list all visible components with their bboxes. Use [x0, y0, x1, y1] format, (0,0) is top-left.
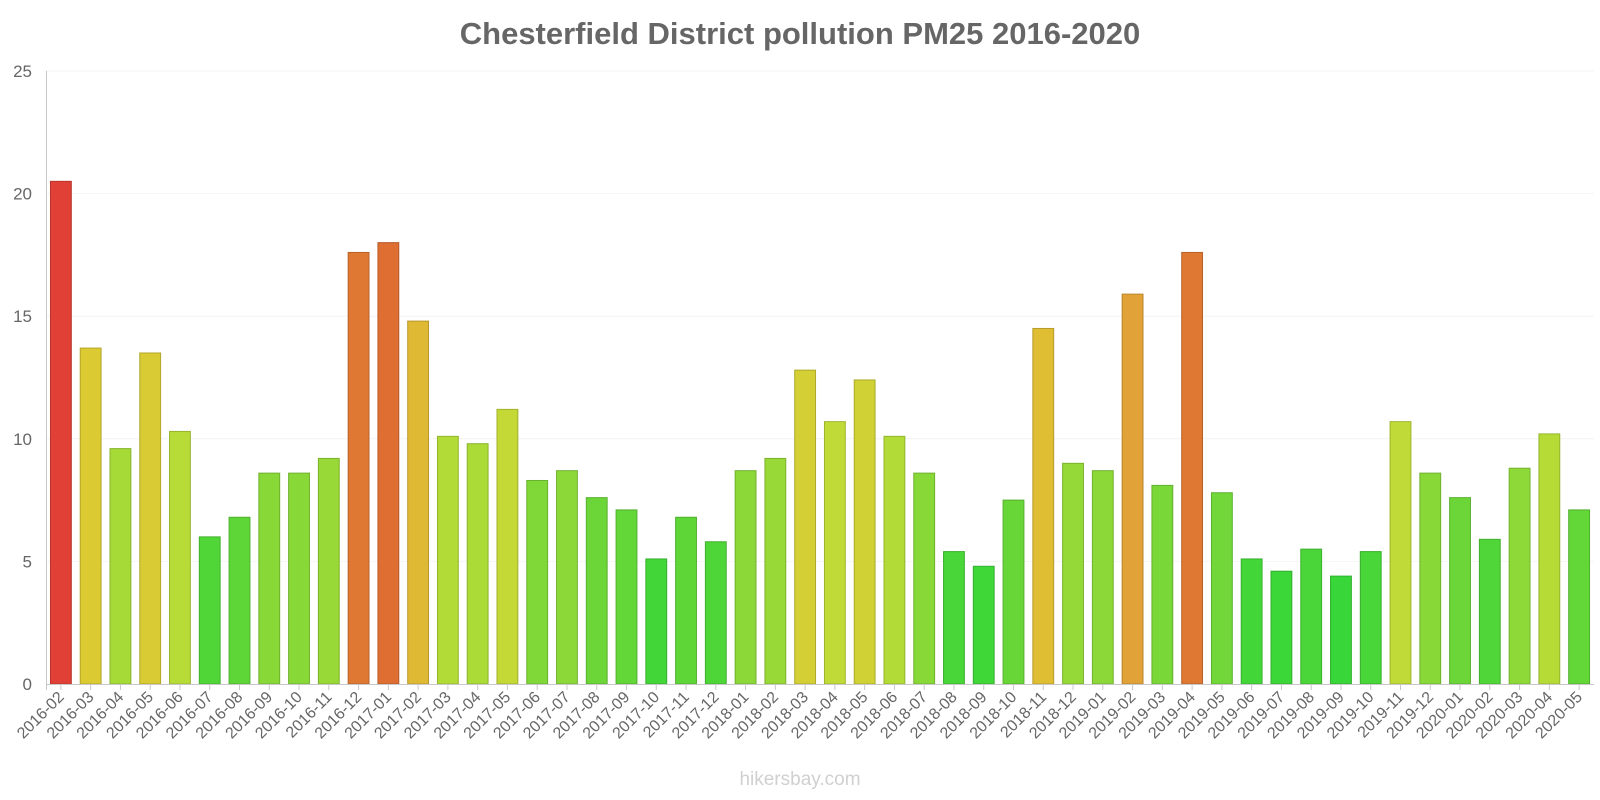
- bar-2016-06[interactable]: [169, 430, 191, 685]
- bar-2020-04[interactable]: [1538, 433, 1561, 685]
- bar-2018-09[interactable]: [972, 565, 995, 685]
- chart-title: Chesterfield District pollution PM25 201…: [459, 16, 1141, 51]
- bar-2019-11[interactable]: [1389, 421, 1412, 685]
- bar-2019-10[interactable]: [1359, 551, 1382, 685]
- bar-2019-02[interactable]: [1121, 293, 1144, 685]
- y-tick-label: 25: [13, 62, 32, 81]
- bar-2017-02[interactable]: [407, 320, 430, 685]
- bar-2019-08[interactable]: [1300, 548, 1323, 685]
- bar-2016-03[interactable]: [79, 347, 102, 685]
- y-tick-label: 0: [23, 675, 32, 694]
- bar-2017-04[interactable]: [466, 443, 489, 685]
- bar-2016-05[interactable]: [139, 352, 162, 685]
- bar-2017-06[interactable]: [526, 479, 549, 685]
- bar-2019-03[interactable]: [1151, 484, 1174, 685]
- bar-2017-08[interactable]: [585, 497, 608, 685]
- bar-2020-01[interactable]: [1449, 497, 1471, 685]
- bar-2017-03[interactable]: [436, 435, 459, 685]
- bar-2017-12[interactable]: [704, 541, 727, 685]
- bar-2020-03[interactable]: [1508, 467, 1531, 685]
- bar-2018-06[interactable]: [883, 435, 906, 685]
- bar-2019-09[interactable]: [1330, 575, 1352, 685]
- bar-2019-05[interactable]: [1210, 492, 1233, 685]
- bar-2020-02[interactable]: [1478, 538, 1501, 685]
- bar-2017-07[interactable]: [556, 470, 578, 685]
- bar-2018-07[interactable]: [913, 472, 936, 685]
- bar-2018-12[interactable]: [1062, 462, 1084, 685]
- bars: [49, 180, 1591, 685]
- bar-2018-10[interactable]: [1002, 499, 1025, 685]
- bar-2016-12[interactable]: [347, 251, 370, 685]
- bar-2018-01[interactable]: [734, 470, 757, 685]
- bar-2016-11[interactable]: [317, 457, 340, 685]
- bar-2016-08[interactable]: [228, 516, 251, 685]
- y-tick-label: 15: [13, 307, 32, 326]
- bar-2020-05[interactable]: [1568, 509, 1591, 685]
- bar-2019-01[interactable]: [1091, 470, 1114, 685]
- bar-2016-10[interactable]: [288, 472, 310, 685]
- y-tick-labels: 0 5 10 15 20 25: [13, 62, 32, 694]
- x-tick-labels: 2016-022016-032016-042016-052016-062016-…: [14, 689, 1586, 743]
- watermark: hikersbay.com: [739, 769, 861, 790]
- bar-2018-05[interactable]: [853, 379, 876, 685]
- bar-2018-03[interactable]: [794, 369, 817, 685]
- bar-2016-02[interactable]: [49, 180, 72, 685]
- y-tick-label: 5: [23, 552, 32, 571]
- bar-2016-04[interactable]: [109, 448, 132, 685]
- bar-2017-01[interactable]: [377, 242, 400, 685]
- bar-2017-05[interactable]: [496, 408, 519, 685]
- bar-2018-08[interactable]: [943, 551, 965, 685]
- y-tick-label: 10: [13, 430, 32, 449]
- bar-2019-04[interactable]: [1181, 251, 1204, 685]
- bar-2017-10[interactable]: [645, 558, 668, 685]
- bar-2017-09[interactable]: [615, 509, 638, 685]
- y-tick-label: 20: [13, 185, 32, 204]
- bar-2017-11[interactable]: [675, 516, 697, 685]
- bar-2018-04[interactable]: [823, 421, 846, 685]
- bar-2019-12[interactable]: [1419, 472, 1442, 685]
- axes: [46, 71, 1594, 690]
- bar-2016-07[interactable]: [198, 536, 221, 685]
- bar-2016-09[interactable]: [258, 472, 281, 685]
- bar-2018-11[interactable]: [1032, 327, 1055, 685]
- bar-2018-02[interactable]: [764, 457, 787, 685]
- bar-2019-07[interactable]: [1270, 570, 1293, 685]
- bar-2019-06[interactable]: [1240, 558, 1263, 685]
